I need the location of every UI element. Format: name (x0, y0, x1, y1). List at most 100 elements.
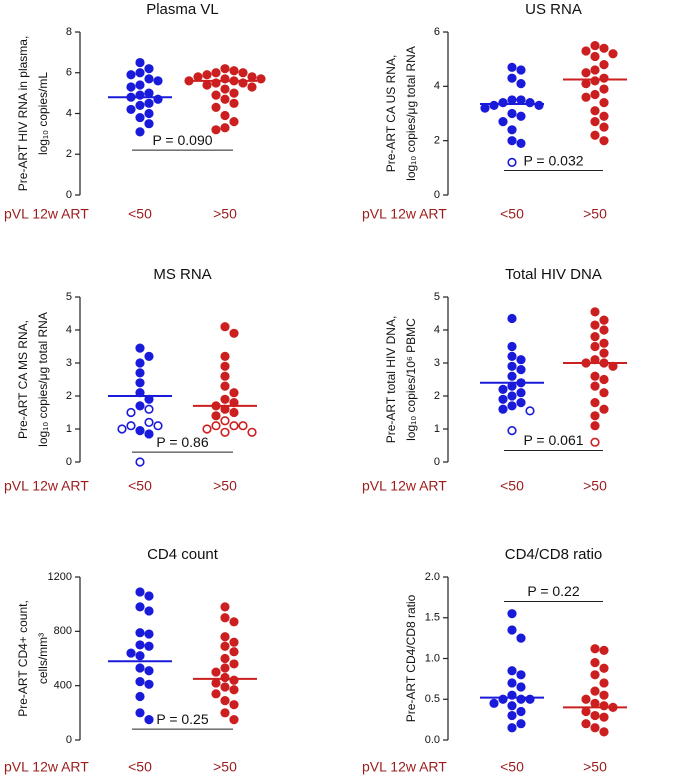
point (581, 719, 591, 729)
point (144, 64, 154, 74)
category-label: >50 (583, 206, 607, 222)
open-point (507, 157, 517, 167)
point (211, 678, 221, 688)
point (599, 404, 609, 414)
point (507, 723, 517, 733)
point (507, 108, 517, 119)
point (507, 62, 517, 72)
point (135, 358, 145, 368)
y-tick-label: 3 (434, 357, 440, 369)
point (525, 694, 535, 704)
point (211, 667, 221, 677)
open-point (525, 406, 535, 416)
point (135, 587, 145, 597)
y-axis-label: Pre-ART total HIV DNA, (384, 316, 398, 444)
open-point (153, 421, 163, 431)
point (135, 343, 145, 353)
point (581, 694, 591, 704)
point (599, 374, 609, 385)
point (220, 351, 230, 362)
point (211, 411, 221, 421)
point (229, 117, 239, 127)
point (507, 361, 517, 371)
point (590, 65, 600, 75)
x-axis-label: pVL 12w ART (362, 478, 447, 494)
point (507, 125, 517, 135)
point (516, 398, 526, 408)
point (590, 411, 600, 421)
point (590, 723, 600, 733)
point (229, 685, 239, 695)
open-point (202, 424, 212, 434)
open-point (247, 427, 257, 437)
point (489, 698, 499, 708)
y-axis-label: log₁₀ copies/mL (36, 72, 50, 155)
point (590, 710, 600, 721)
point (599, 325, 609, 335)
point (599, 111, 609, 121)
p-value: P = 0.86 (156, 434, 209, 450)
point (211, 125, 221, 135)
point (220, 672, 230, 683)
open-point (135, 457, 145, 467)
y-axis-label: Pre-ART CA US RNA, (384, 55, 398, 173)
point (599, 59, 609, 70)
point (247, 72, 257, 82)
point (516, 111, 526, 121)
point (144, 429, 154, 439)
point (516, 79, 526, 89)
point (229, 675, 239, 685)
x-axis-label: pVL 12w ART (4, 759, 89, 775)
y-tick-label: 0 (66, 456, 72, 468)
point (599, 663, 609, 673)
point (135, 80, 145, 90)
y-tick-label: 5 (434, 291, 440, 303)
point (135, 57, 145, 68)
point (599, 84, 609, 94)
point (135, 68, 145, 78)
point (590, 89, 600, 100)
open-point (211, 421, 221, 431)
point (480, 103, 490, 113)
open-point (590, 437, 600, 447)
point (516, 633, 526, 643)
point (534, 100, 544, 110)
point (581, 706, 591, 717)
y-tick-label: 1 (434, 423, 440, 435)
category-label: >50 (213, 206, 237, 222)
point (516, 682, 526, 692)
point (144, 98, 154, 108)
point (590, 381, 600, 391)
point (507, 341, 517, 352)
point (229, 637, 239, 647)
point (507, 371, 517, 381)
y-tick-label: 2 (434, 135, 440, 147)
y-tick-label: 6 (434, 26, 440, 38)
point (144, 88, 154, 98)
point (507, 401, 517, 411)
category-label: <50 (500, 759, 524, 775)
point (516, 355, 526, 365)
point (516, 65, 526, 75)
point (590, 130, 600, 140)
point (144, 715, 154, 725)
point (590, 51, 600, 62)
point (144, 679, 154, 689)
point (590, 320, 600, 330)
point (516, 706, 526, 717)
point (590, 644, 600, 654)
point (144, 641, 154, 651)
point (590, 117, 600, 127)
panel-title: MS RNA (153, 266, 211, 283)
point (229, 647, 239, 657)
point (507, 351, 517, 362)
y-axis-label: Pre-ART CD4/CD8 ratio (404, 594, 418, 722)
point (144, 629, 154, 639)
point (599, 338, 609, 348)
point (144, 108, 154, 119)
point (590, 670, 600, 680)
open-point (126, 421, 136, 431)
point (238, 68, 248, 78)
point (135, 368, 145, 378)
point (590, 332, 600, 342)
